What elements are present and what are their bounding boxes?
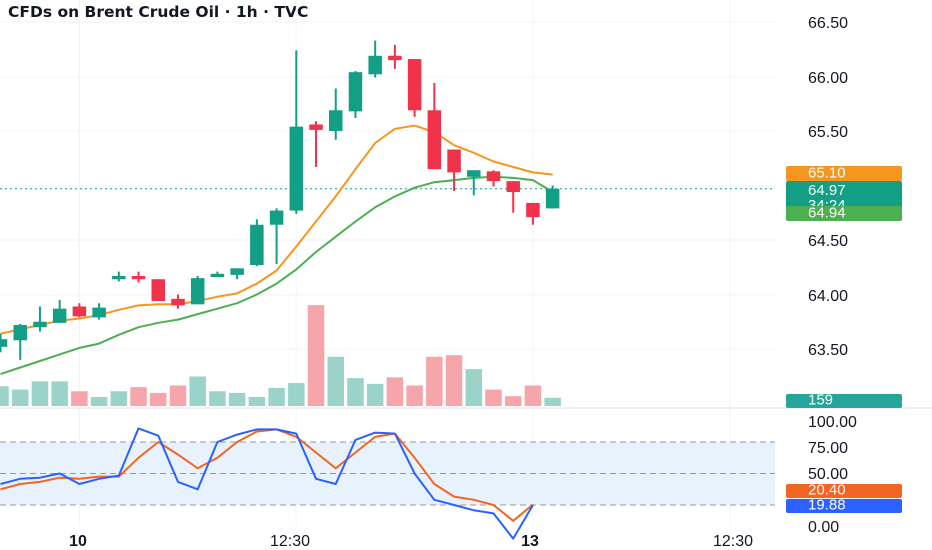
volume-bar — [485, 389, 502, 406]
candle-body — [289, 126, 304, 211]
candle-body — [427, 110, 442, 170]
candle-body — [210, 273, 225, 278]
candle-body — [506, 181, 520, 193]
candle-body — [230, 268, 244, 275]
price-axis-label: 64.00 — [808, 288, 848, 305]
volume-bar — [189, 376, 206, 406]
candle-body — [33, 321, 47, 328]
time-axis-label: 12:30 — [713, 533, 753, 550]
candle-body — [151, 279, 166, 302]
candle-body — [112, 275, 126, 280]
candle-body — [171, 298, 185, 306]
ema-slow-line — [0, 175, 554, 376]
stoch-k-tag-bg — [786, 499, 902, 513]
volume-tag-bg — [786, 394, 902, 408]
candle-body — [52, 308, 67, 323]
volume-bar — [71, 391, 88, 406]
price-axis-label: 63.50 — [808, 342, 848, 359]
candle-body — [545, 188, 560, 209]
candle-body — [269, 210, 284, 225]
volume-bar — [366, 383, 384, 406]
price-axis-label: 64.50 — [808, 233, 848, 250]
stoch-k-line — [0, 427, 534, 540]
chart-title: CFDs on Brent Crude Oil · 1h · TVC — [8, 3, 309, 21]
volume-bar — [169, 385, 187, 406]
volume-bar — [465, 369, 483, 406]
volume-bar — [288, 383, 305, 406]
stoch-d-tag: 20.40 — [808, 482, 846, 499]
volume-bar — [268, 387, 285, 406]
candle-body — [526, 202, 540, 218]
volume-bar — [327, 356, 344, 406]
stoch-d-tag-bg — [786, 484, 902, 498]
price-axis-label: 65.50 — [808, 124, 848, 141]
stoch-band — [0, 442, 775, 505]
volume-bar — [31, 381, 49, 406]
volume-bar — [406, 385, 423, 406]
stoch-axis-label: 50.00 — [808, 466, 848, 483]
candle-body — [0, 339, 8, 347]
candle-body — [407, 59, 422, 111]
candle-body — [131, 275, 146, 280]
volume-bar — [544, 397, 561, 406]
time-axis-label: 10 — [69, 533, 87, 550]
ema-slow-tag-bg — [786, 206, 902, 221]
volume-bar — [11, 389, 29, 406]
ema-fast-tag-bg — [786, 166, 902, 181]
stoch-k-tag: 19.88 — [808, 497, 846, 514]
time-axis-label: 13 — [521, 533, 539, 550]
candle-body — [486, 171, 501, 182]
candle-body — [328, 110, 343, 131]
ema-fast-tag: 65.10 — [808, 165, 846, 182]
price-axis-label: 66.50 — [808, 15, 848, 32]
volume-bar — [0, 386, 9, 406]
volume-bar — [445, 355, 463, 406]
volume-bar — [51, 381, 68, 406]
volume-bar — [150, 392, 167, 406]
volume-bar — [209, 391, 226, 406]
ema-slow-tag: 64.94 — [808, 205, 846, 222]
volume-bar — [386, 377, 404, 406]
volume-bar — [248, 396, 266, 406]
candle-body — [467, 170, 481, 177]
candle-body — [190, 278, 205, 305]
candle-body — [92, 307, 106, 318]
volume-bar — [130, 387, 147, 406]
volume-bar — [90, 396, 108, 406]
volume-bar — [504, 396, 522, 406]
stoch-axis-label: 0.00 — [808, 519, 839, 536]
candle-body — [13, 325, 27, 341]
volume-bar — [524, 385, 542, 406]
stoch-axis-label: 75.00 — [808, 440, 848, 457]
volume-bar — [110, 391, 128, 406]
candle-body — [447, 149, 461, 173]
stoch-d-line — [0, 428, 534, 522]
volume-tag: 159 — [808, 392, 833, 409]
time-axis-label: 12:30 — [270, 533, 310, 550]
candle-body — [348, 72, 363, 112]
price-axis-label: 66.00 — [808, 70, 848, 87]
candle-body — [250, 224, 264, 266]
candle-body — [368, 55, 382, 75]
stoch-axis-label: 100.00 — [808, 414, 857, 431]
last-price-tag: 64.97 — [808, 182, 846, 199]
candle-body — [388, 55, 402, 61]
volume-bar — [228, 392, 246, 406]
volume-bar — [307, 305, 325, 406]
last-price-tag-bg — [786, 181, 902, 213]
volume-bar — [426, 356, 443, 406]
candle-body — [309, 124, 323, 130]
candle-body — [72, 306, 87, 317]
volume-bar — [347, 378, 364, 406]
